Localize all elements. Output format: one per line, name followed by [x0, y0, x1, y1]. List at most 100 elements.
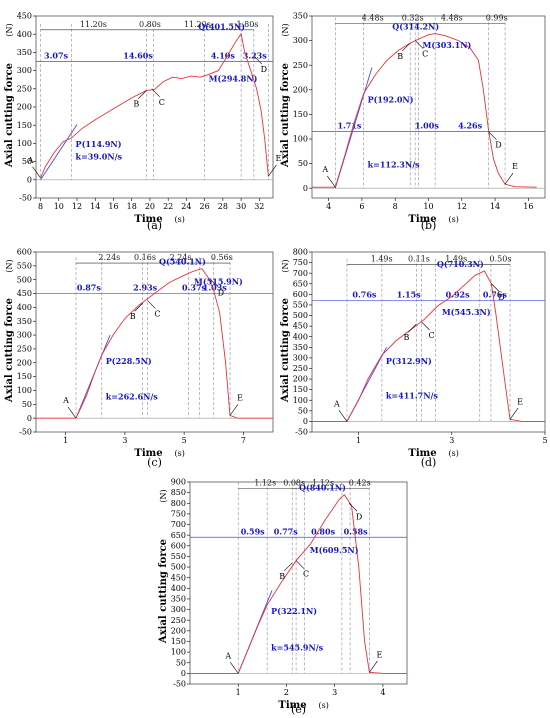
y-tick-label: 250	[17, 84, 32, 93]
y-tick-label: 800	[171, 499, 186, 508]
point-letter: A	[27, 156, 34, 165]
chart-panel-2: 0 50 100 150 200 250 300 350 4 6 8 10 12 14 16 4.48s 0.3…	[280, 12, 546, 232]
mid-segment-label: 4.26s	[458, 121, 482, 131]
x-tick-label: 32	[254, 202, 264, 211]
point-annotation: P(312.9N)	[386, 356, 432, 366]
top-segment-label: 0.99s	[486, 13, 508, 22]
top-segment-label: 4.48s	[441, 13, 463, 22]
x-tick-label: 10	[54, 202, 64, 211]
point-marker-arrow	[32, 166, 41, 179]
x-tick-label: 18	[127, 202, 137, 211]
x-tick-label: 5	[542, 436, 547, 445]
y-axis-title: Axial cutting force	[4, 298, 15, 403]
point-marker-arrow	[284, 562, 293, 572]
y-axis-unit: (N)	[281, 259, 290, 272]
x-tick-label: 3	[332, 688, 337, 697]
force-curve	[36, 268, 273, 419]
x-axis-title: Time	[278, 700, 306, 711]
y-axis-unit: (N)	[5, 259, 14, 272]
y-tick-label: 200	[17, 103, 32, 112]
point-annotation: k=262.6N/s	[106, 391, 159, 401]
y-axis-title: Axial cutting force	[4, 63, 15, 168]
y-tick-label: 350	[293, 12, 308, 21]
point-letter: B	[397, 52, 403, 61]
y-tick-label: 150	[293, 110, 308, 119]
mid-segment-label: 0.37s	[182, 283, 206, 293]
point-annotation: k=411.7N/s	[386, 391, 439, 401]
point-marker-arrow	[253, 55, 263, 65]
point-letter: C	[154, 309, 160, 318]
y-tick-label: -50	[19, 194, 32, 203]
point-marker-arrow	[401, 42, 411, 52]
top-segment-label: 2.24s	[170, 253, 192, 262]
y-axis-unit: (N)	[5, 23, 14, 36]
point-letter: A	[224, 651, 231, 660]
x-axis-unit: (s)	[175, 449, 185, 458]
y-tick-label: 250	[17, 345, 32, 354]
y-tick-label: 200	[171, 626, 186, 635]
y-tick-label: 300	[293, 36, 308, 45]
slope-fit-line	[40, 124, 78, 181]
point-marker-arrow	[369, 660, 378, 673]
y-tick-label: 400	[293, 332, 308, 341]
y-tick-label: 450	[171, 573, 186, 582]
y-tick-label: 200	[17, 358, 32, 367]
y-tick-label: 150	[171, 637, 186, 646]
top-segment-label: 1.12s	[312, 478, 334, 487]
y-tick-label: 100	[171, 648, 186, 657]
point-letter: E	[517, 397, 523, 406]
mid-segment-label: 0.92s	[446, 290, 470, 300]
point-annotation: P(322.1N)	[271, 606, 317, 616]
y-tick-label: 800	[293, 248, 308, 257]
mid-segment-label: 0.76s	[352, 290, 376, 300]
y-tick-label: 700	[293, 269, 308, 278]
point-letter: B	[130, 312, 136, 321]
top-segment-label: 0.42s	[349, 478, 371, 487]
panel-caption: (c)	[147, 456, 162, 469]
y-tick-label: 50	[176, 658, 186, 667]
point-annotation: k=112.3N/s	[368, 160, 421, 170]
mid-segment-label: 0.77s	[274, 526, 298, 536]
point-annotation: Q(401.5N)	[198, 22, 245, 32]
mid-segment-label: 0.87s	[77, 283, 101, 293]
point-letter: D	[261, 65, 267, 74]
top-segment-label: 0.11s	[408, 255, 430, 264]
point-letter: A	[62, 396, 69, 405]
point-letter: E	[376, 650, 382, 659]
top-segment-label: 0.08s	[283, 478, 305, 487]
y-tick-label: 500	[17, 275, 32, 284]
x-tick-label: 2	[284, 688, 289, 697]
x-tick-label: 16	[108, 202, 118, 211]
mid-segment-label: 0.58s	[344, 526, 368, 536]
y-tick-label: 750	[171, 509, 186, 518]
mid-segment-label: 1.15s	[397, 290, 421, 300]
y-axis-title: Axial cutting force	[280, 298, 291, 403]
y-tick-label: 200	[293, 85, 308, 94]
top-segment-label: 0.32s	[402, 13, 424, 22]
x-tick-label: 1	[356, 436, 361, 445]
top-segment-label: 0.16s	[134, 253, 156, 262]
point-marker-arrow	[414, 40, 424, 49]
y-tick-label: 0	[27, 175, 32, 184]
x-tick-label: 3	[122, 436, 127, 445]
point-annotation: P(228.5N)	[106, 356, 152, 366]
x-tick-label: 4	[326, 202, 331, 211]
point-marker-arrow	[504, 172, 514, 185]
x-axis-unit: (s)	[319, 701, 329, 710]
top-segment-label: 1.80s	[237, 20, 259, 29]
mid-segment-label: 0.76s	[483, 290, 507, 300]
x-axis-title: Time	[408, 448, 436, 459]
mid-segment-label: 2.93s	[133, 283, 157, 293]
force-curve	[312, 33, 537, 188]
point-marker-arrow	[408, 323, 417, 333]
y-tick-label: -50	[295, 428, 308, 437]
panel-caption: (b)	[421, 219, 437, 232]
y-tick-label: 100	[293, 396, 308, 405]
point-letter: C	[303, 570, 309, 579]
y-axis-unit: (N)	[159, 489, 168, 502]
point-letter: D	[498, 293, 504, 302]
mid-segment-label: 1.00s	[415, 121, 439, 131]
y-tick-label: 50	[22, 157, 32, 166]
